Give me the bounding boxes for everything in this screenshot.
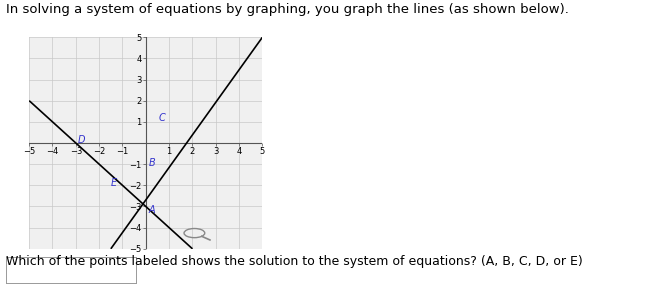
Text: C: C: [159, 113, 165, 123]
Text: Which of the points labeled shows the solution to the system of equations? (A, B: Which of the points labeled shows the so…: [6, 255, 583, 267]
Text: E: E: [111, 178, 117, 188]
Text: In solving a system of equations by graphing, you graph the lines (as shown belo: In solving a system of equations by grap…: [6, 3, 570, 16]
Text: D: D: [78, 135, 86, 145]
Text: A: A: [148, 205, 155, 215]
Text: B: B: [148, 158, 156, 168]
